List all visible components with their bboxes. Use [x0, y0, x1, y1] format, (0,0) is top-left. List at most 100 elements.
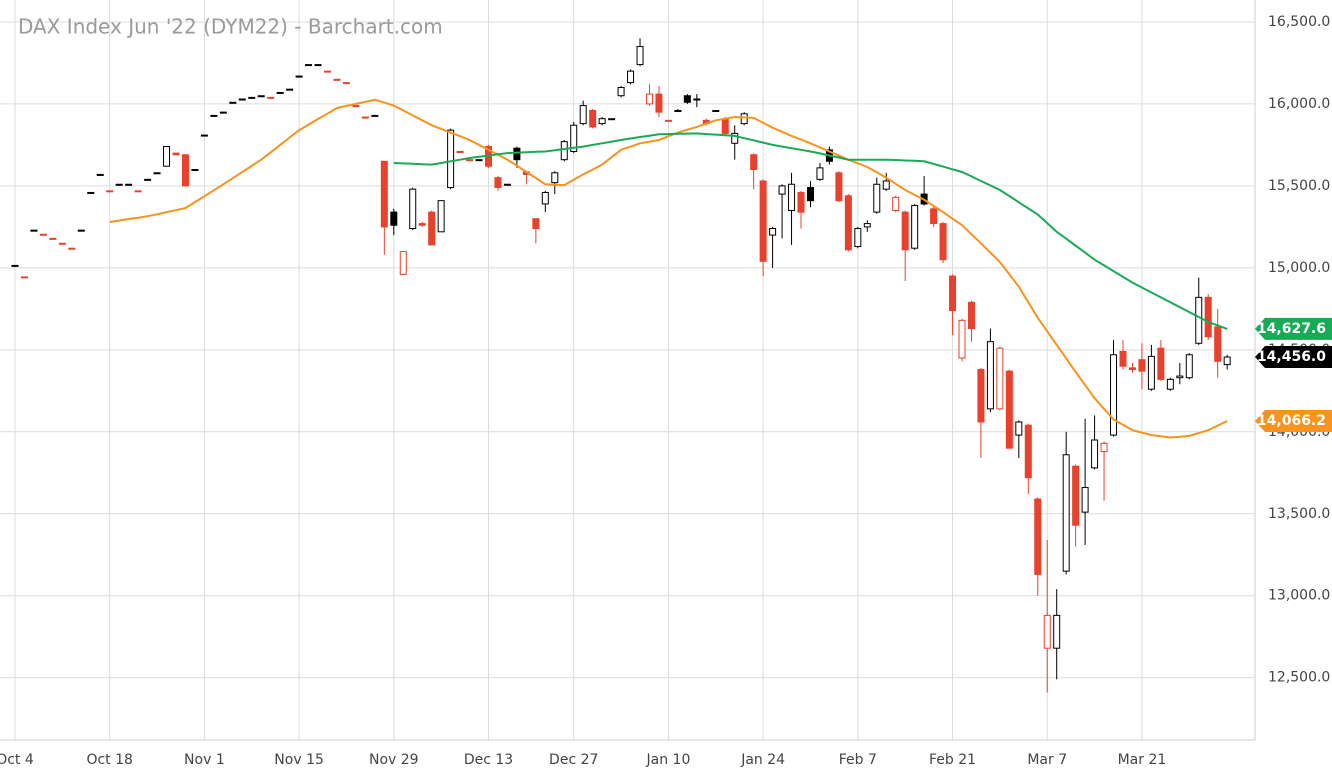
candle-body	[740, 113, 748, 125]
candle-body	[409, 188, 417, 230]
x-tick-label: Jan 24	[740, 752, 785, 768]
moving-average-line	[109, 98, 1228, 439]
candle-body	[125, 183, 133, 186]
price-badge	[1255, 317, 1332, 340]
marks	[11, 38, 1231, 693]
candle-body	[399, 250, 407, 275]
candle-body	[655, 93, 663, 113]
grid	[0, 0, 1255, 740]
candle-body	[967, 301, 975, 330]
candle-body	[163, 146, 171, 167]
candle-body	[551, 172, 559, 184]
candle-body	[645, 93, 653, 105]
y-tick-label: 15,000.0	[1268, 260, 1330, 276]
candle-body	[1034, 498, 1042, 575]
x-tick-label: Dec 13	[464, 752, 513, 768]
candle-body	[210, 114, 218, 117]
y-tick-label: 13,500.0	[1268, 506, 1330, 522]
candle-body	[911, 205, 919, 249]
price-badge	[1255, 409, 1332, 432]
candle-body	[627, 70, 635, 84]
candle-body	[447, 129, 455, 189]
candle-body	[1024, 424, 1032, 479]
candle-body	[683, 95, 691, 103]
candle-body	[371, 114, 379, 117]
x-tick-label: Mar 7	[1027, 752, 1067, 768]
candle-body	[115, 183, 123, 186]
candle-body	[693, 98, 701, 101]
candle-body	[892, 196, 900, 211]
candle-body	[816, 167, 824, 180]
candle-body	[361, 116, 369, 119]
candle-body	[134, 190, 142, 193]
candle-body	[267, 96, 275, 99]
candle-body	[617, 87, 625, 97]
candle-body	[797, 191, 805, 213]
candle-body	[380, 160, 388, 228]
candle-body	[844, 195, 852, 251]
y-tick-label: 16,000.0	[1268, 96, 1330, 112]
y-tick-label: 12,500.0	[1268, 670, 1330, 686]
candle-body	[1062, 454, 1070, 572]
candle-body	[39, 233, 47, 236]
candle-body	[342, 82, 350, 85]
x-tick-label: Feb 21	[929, 752, 976, 768]
candle-body	[721, 118, 729, 134]
candle-body	[1185, 354, 1193, 379]
x-tick-label: Oct 4	[0, 752, 34, 768]
candle-body	[20, 276, 28, 279]
x-tick-label: Mar 21	[1118, 752, 1167, 768]
candle-body	[466, 159, 474, 162]
candle-body	[930, 208, 938, 225]
candle-body	[1176, 375, 1184, 379]
candle-body	[712, 109, 720, 112]
candle-body	[579, 105, 587, 125]
last-price-badge-label: 14,456.0	[1257, 349, 1326, 365]
candle-body	[87, 191, 95, 194]
candle-body	[664, 119, 672, 122]
x-tick-label: Jan 10	[646, 752, 691, 768]
candle-body	[949, 275, 957, 311]
candle-body	[257, 95, 265, 98]
candle-body	[1072, 465, 1080, 526]
candle-body	[428, 211, 436, 246]
candle-body	[1147, 355, 1155, 390]
candle-body	[1043, 614, 1051, 649]
candle-body	[324, 70, 332, 73]
candle-body	[1015, 421, 1023, 436]
candle-body	[172, 152, 180, 156]
candle-body	[475, 159, 483, 162]
candle-body	[1091, 439, 1099, 469]
candle-body	[598, 118, 606, 125]
candle-body	[1100, 442, 1108, 452]
candle-body	[11, 264, 19, 267]
moving-average-line	[393, 132, 1228, 330]
candle-body	[854, 228, 862, 248]
candle-body	[418, 223, 426, 226]
candle-body	[1195, 296, 1203, 344]
candle-body	[144, 178, 152, 181]
candle-body	[608, 118, 616, 121]
candle-body	[589, 109, 597, 128]
y-tick-label: 16,500.0	[1268, 14, 1330, 30]
candle-body	[750, 154, 758, 171]
candle-body	[77, 229, 85, 232]
price-badge-label: 14,627.6	[1257, 321, 1326, 337]
candle-body	[901, 211, 909, 251]
candle-body	[181, 154, 189, 187]
candle-body	[1128, 367, 1136, 371]
candle-body	[1119, 350, 1127, 367]
candle-body	[1166, 378, 1174, 390]
candle-body	[1081, 487, 1089, 513]
x-tick-label: Nov 15	[274, 752, 324, 768]
candle-body	[153, 172, 161, 175]
candle-body	[30, 229, 38, 232]
candle-body	[873, 183, 881, 213]
candle-body	[541, 191, 549, 205]
candle-body	[1138, 359, 1146, 372]
candle-body	[996, 347, 1004, 410]
candle-body	[49, 237, 57, 240]
candle-body	[238, 98, 246, 101]
candle-body	[276, 91, 284, 94]
